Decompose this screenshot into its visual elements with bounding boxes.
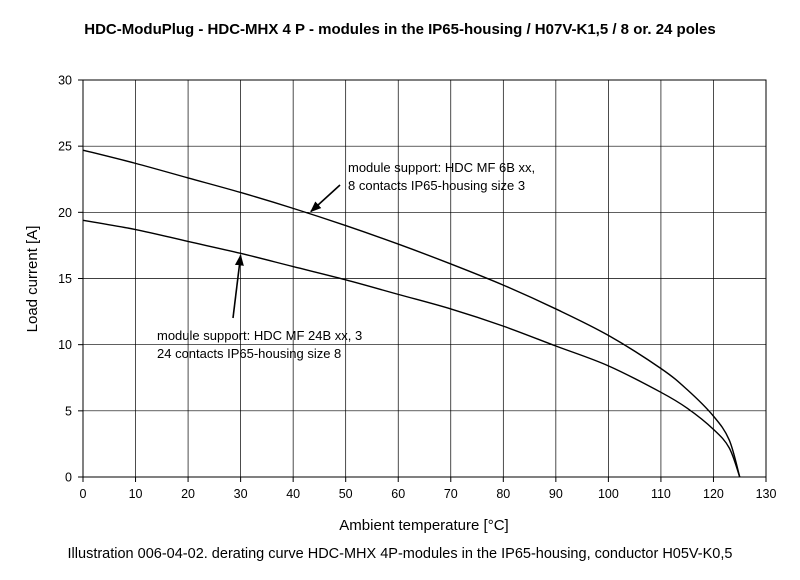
y-axis-label: Load current [A] <box>24 226 41 333</box>
x-tick-label: 120 <box>703 487 724 501</box>
x-tick-label: 30 <box>234 487 248 501</box>
annotations: module support: HDC MF 6B xx, 8 contacts … <box>157 160 535 361</box>
x-tick-label: 60 <box>391 487 405 501</box>
grid <box>83 80 766 477</box>
annotation-arrow <box>232 254 244 319</box>
chart-title: HDC-ModuPlug - HDC-MHX 4 P - modules in … <box>84 21 716 38</box>
x-tick-label: 0 <box>80 487 87 501</box>
y-tick-label: 15 <box>58 272 72 286</box>
x-tick-label: 50 <box>339 487 353 501</box>
y-tick-label: 5 <box>65 404 72 418</box>
x-tick-label: 130 <box>756 487 777 501</box>
x-tick-label: 80 <box>496 487 510 501</box>
y-tick-label: 25 <box>58 140 72 154</box>
y-tick-label: 10 <box>58 338 72 352</box>
x-tick-label: 90 <box>549 487 563 501</box>
y-tick-label: 30 <box>58 74 72 88</box>
annotation-label-line: 24 contacts IP65-housing size 8 <box>157 346 341 361</box>
x-tick-label: 20 <box>181 487 195 501</box>
y-tick-label: 0 <box>65 471 72 485</box>
x-tick-label: 110 <box>651 487 671 501</box>
figure-caption: Illustration 006-04-02. derating curve H… <box>67 546 733 562</box>
series-lines <box>82 149 741 478</box>
x-tick-label: 100 <box>598 487 619 501</box>
annotation-label-line: module support: HDC MF 24B xx, 3 <box>157 328 362 343</box>
axis-ticks: 0 10 20 30 40 50 60 70 80 90 100 110 120 130 0 5 10 15 20 2… <box>58 74 776 502</box>
annotation-label-line: module support: HDC MF 6B xx, <box>348 160 535 175</box>
series-line-0 <box>82 149 741 478</box>
series-line-1 <box>82 219 741 478</box>
annotation-arrow <box>310 184 341 213</box>
x-tick-label: 40 <box>286 487 300 501</box>
x-axis-label: Ambient temperature [°C] <box>339 517 508 534</box>
x-tick-label: 10 <box>129 487 143 501</box>
annotation-label-line: 8 contacts IP65-housing size 3 <box>348 178 525 193</box>
y-tick-label: 20 <box>58 206 72 220</box>
x-tick-label: 70 <box>444 487 458 501</box>
